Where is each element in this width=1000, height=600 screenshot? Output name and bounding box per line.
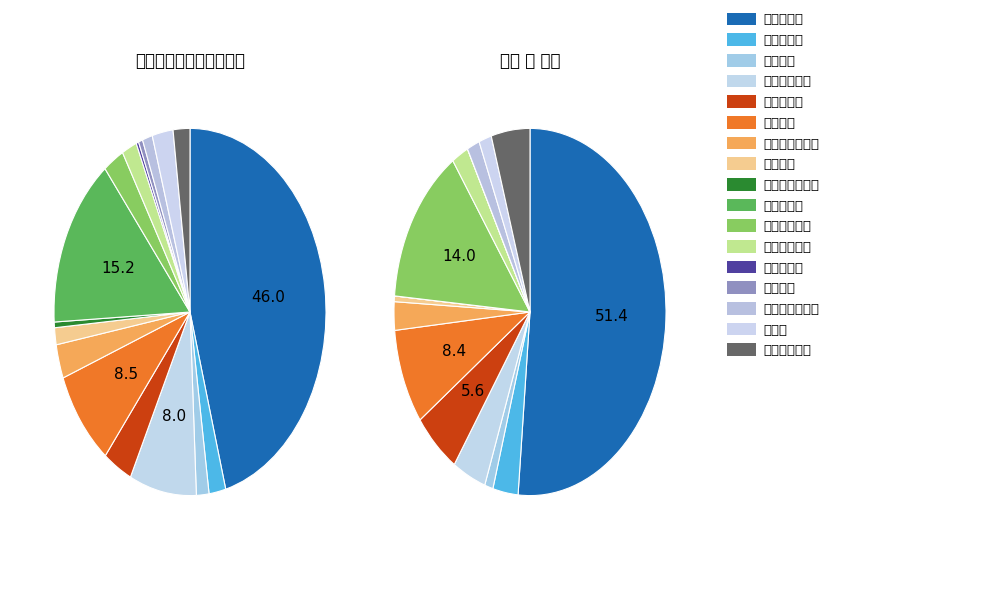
Wedge shape — [395, 296, 530, 312]
Text: 15.2: 15.2 — [101, 261, 135, 276]
Text: 5.6: 5.6 — [461, 384, 486, 399]
Wedge shape — [420, 312, 530, 464]
Wedge shape — [467, 149, 530, 312]
Wedge shape — [54, 169, 190, 322]
Wedge shape — [454, 312, 530, 485]
Wedge shape — [394, 296, 530, 312]
Text: 8.4: 8.4 — [442, 344, 466, 359]
Wedge shape — [54, 312, 190, 328]
Wedge shape — [394, 302, 530, 331]
Wedge shape — [190, 312, 209, 496]
Wedge shape — [190, 312, 226, 494]
Wedge shape — [467, 142, 530, 312]
Wedge shape — [467, 149, 530, 312]
Wedge shape — [55, 312, 190, 345]
Wedge shape — [63, 312, 190, 455]
Wedge shape — [105, 152, 190, 312]
Wedge shape — [139, 140, 190, 312]
Wedge shape — [493, 312, 530, 495]
Text: 8.5: 8.5 — [114, 367, 138, 382]
Wedge shape — [395, 161, 530, 312]
Title: 太田 光 選手: 太田 光 選手 — [500, 52, 560, 70]
Wedge shape — [491, 128, 530, 312]
Wedge shape — [152, 130, 190, 312]
Wedge shape — [173, 128, 190, 312]
Text: 14.0: 14.0 — [443, 249, 476, 264]
Title: パ・リーグ全プレイヤー: パ・リーグ全プレイヤー — [135, 52, 245, 70]
Legend: ストレート, ツーシーム, シュート, カットボール, スプリット, フォーク, チェンジアップ, シンカー, 高速スライダー, スライダー, 縦スライダー, : ストレート, ツーシーム, シュート, カットボール, スプリット, フォーク,… — [727, 13, 820, 358]
Text: 8.0: 8.0 — [162, 409, 186, 424]
Wedge shape — [136, 142, 190, 312]
Text: 51.4: 51.4 — [595, 310, 628, 325]
Wedge shape — [56, 312, 190, 378]
Wedge shape — [395, 296, 530, 312]
Wedge shape — [395, 312, 530, 420]
Wedge shape — [453, 149, 530, 312]
Wedge shape — [130, 312, 196, 496]
Wedge shape — [123, 143, 190, 312]
Text: 46.0: 46.0 — [251, 290, 285, 305]
Wedge shape — [518, 128, 666, 496]
Wedge shape — [485, 312, 530, 488]
Wedge shape — [143, 136, 190, 312]
Wedge shape — [479, 136, 530, 312]
Wedge shape — [105, 312, 190, 477]
Wedge shape — [190, 128, 326, 489]
